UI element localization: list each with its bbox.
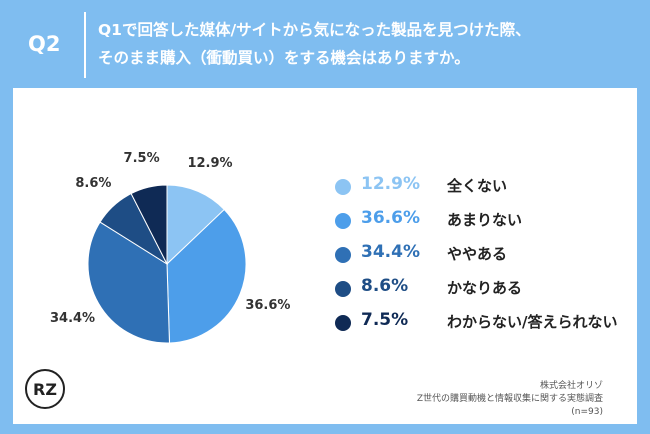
- legend-dot-icon: [335, 213, 351, 229]
- source-company: 株式会社オリゾ: [539, 381, 603, 391]
- logo-icon: RZ: [25, 369, 65, 409]
- legend-label: ややある: [447, 245, 508, 263]
- company-logo: RZ: [24, 368, 66, 410]
- legend-percent: 34.4%: [361, 242, 420, 262]
- source-sample: (n=93): [571, 407, 603, 417]
- legend-percent: 36.6%: [361, 208, 420, 228]
- legend-percent: 7.5%: [361, 310, 409, 330]
- logo-text: RZ: [33, 380, 57, 399]
- pie-label-0: 12.9%: [187, 156, 233, 172]
- pie-chart: [87, 184, 247, 344]
- source-survey: Z世代の購買動機と情報収集に関する実態調査: [416, 394, 603, 404]
- legend-dot-icon: [335, 281, 351, 297]
- header: Q2 Q1で回答した媒体/サイトから気になった製品を見つけた際、 そのまま購入（…: [0, 0, 650, 88]
- legend-dot-icon: [335, 247, 351, 263]
- question-text: Q1で回答した媒体/サイトから気になった製品を見つけた際、 そのまま購入（衝動買…: [98, 16, 638, 72]
- pie-label-4: 7.5%: [123, 150, 160, 166]
- question-line-2: そのまま購入（衝動買い）をする機会はありますか。: [98, 49, 470, 67]
- pie-label-1: 36.6%: [245, 297, 291, 313]
- header-divider: [84, 12, 86, 78]
- pie-slice-1: [166, 208, 247, 344]
- legend-label: 全くない: [447, 177, 508, 195]
- legend-percent: 12.9%: [361, 174, 420, 194]
- pie-slice-4: [130, 184, 168, 265]
- legend-percent: 8.6%: [361, 276, 409, 296]
- question-number: Q2: [28, 32, 61, 56]
- question-line-1: Q1で回答した媒体/サイトから気になった製品を見つけた際、: [98, 21, 531, 39]
- legend-label: かなりある: [447, 279, 523, 297]
- pie-label-3: 8.6%: [75, 176, 112, 192]
- legend-dot-icon: [335, 179, 351, 195]
- pie-slice-2: [87, 221, 170, 344]
- legend-label: わからない/答えられない: [447, 313, 618, 331]
- chart-card: 12.9% 36.6% 34.4% 8.6% 7.5% 12.9% 全くない 36.6% あま…: [13, 88, 637, 424]
- legend-dot-icon: [335, 315, 351, 331]
- pie-label-2: 34.4%: [49, 310, 96, 326]
- source-note: 株式会社オリゾ Z世代の購買動機と情報収集に関する実態調査 (n=93): [417, 380, 603, 419]
- legend-label: あまりない: [447, 211, 523, 229]
- pie-slice-0: [166, 184, 225, 266]
